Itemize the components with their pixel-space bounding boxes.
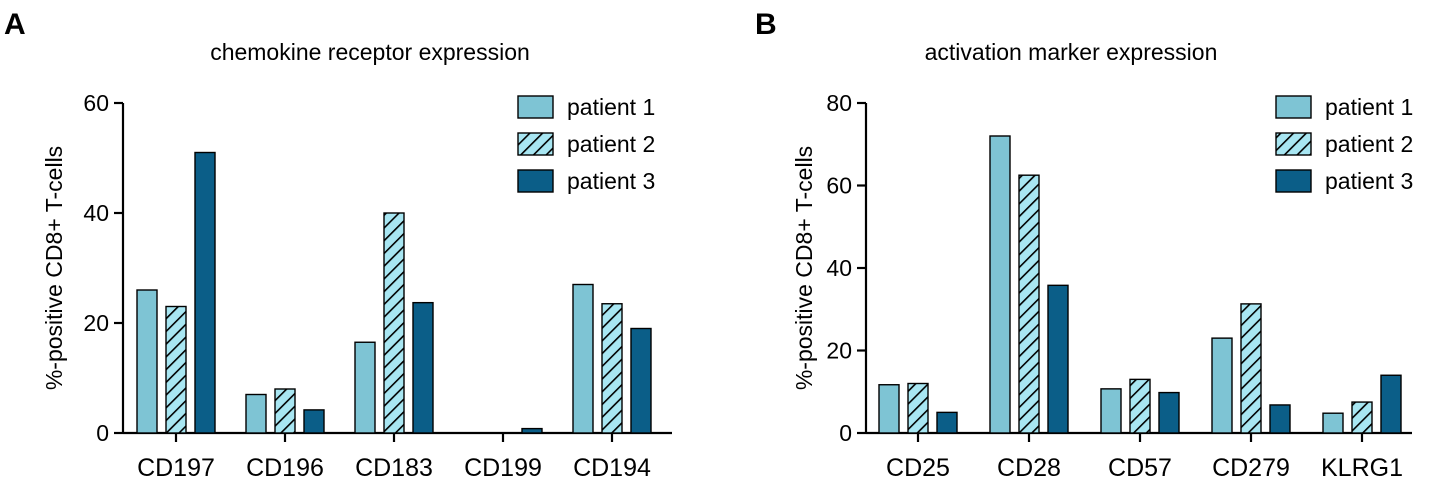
bar-cd28-patient-2 xyxy=(1018,174,1040,434)
bar-cd279-patient-3 xyxy=(1269,404,1291,434)
chart-title-a: chemokine receptor expression xyxy=(210,39,530,65)
bar-cd194-patient-1 xyxy=(572,283,594,434)
legend-swatch-patient-2 xyxy=(1275,132,1312,156)
bar-cd25-patient-1 xyxy=(878,384,900,434)
chart-panel-b: 0 20 40 60 80 CD25 CD28 CD57 CD279 KLRG1 patient 1… xyxy=(826,90,1413,482)
bar-cd197-patient-2 xyxy=(165,305,187,434)
y-tick-label: 60 xyxy=(83,90,109,116)
y-tick-label: 60 xyxy=(826,173,852,199)
bar-cd57-patient-2 xyxy=(1129,378,1151,434)
chart-title-b: activation marker expression xyxy=(925,39,1218,65)
category-label: CD57 xyxy=(1108,454,1172,482)
bar-cd28-patient-1 xyxy=(989,135,1011,434)
y-axis-title-a: %-positive CD8+ T-cells xyxy=(41,146,67,390)
bar-cd194-patient-2 xyxy=(601,303,623,434)
bar-cd196-patient-3 xyxy=(303,409,325,434)
legend-label-patient-1: patient 1 xyxy=(1325,94,1413,120)
bar-cd57-patient-3 xyxy=(1158,391,1180,434)
y-tick-label: 40 xyxy=(826,255,852,281)
category-label: KLRG1 xyxy=(1321,454,1403,482)
bar-klrg1-patient-1 xyxy=(1322,412,1344,434)
bar-cd197-patient-3 xyxy=(194,151,216,434)
chart-panel-a: 0 20 40 60 CD197 CD196 CD183 CD199 CD194 patient … xyxy=(83,90,672,482)
y-tick-label: 0 xyxy=(839,420,852,446)
legend-swatch-patient-2 xyxy=(517,132,554,156)
bar-cd199-patient-3 xyxy=(521,427,543,434)
bar-cd183-patient-2 xyxy=(383,212,405,434)
panel-letter-b: B xyxy=(755,8,777,41)
bar-klrg1-patient-2 xyxy=(1351,401,1373,434)
category-label: CD28 xyxy=(997,454,1061,482)
bar-cd279-patient-2 xyxy=(1240,303,1262,434)
bar-cd57-patient-1 xyxy=(1100,388,1122,434)
category-label: CD199 xyxy=(464,454,542,482)
y-tick-label: 20 xyxy=(826,338,852,364)
bar-cd194-patient-3 xyxy=(630,327,652,434)
category-label: CD279 xyxy=(1212,454,1290,482)
y-tick-label: 80 xyxy=(826,90,852,116)
panel-letter-a: A xyxy=(4,8,26,41)
bar-cd279-patient-1 xyxy=(1211,337,1233,434)
category-label: CD194 xyxy=(573,454,651,482)
bar-cd196-patient-1 xyxy=(245,393,267,434)
bar-cd28-patient-3 xyxy=(1047,284,1069,434)
legend-label-patient-3: patient 3 xyxy=(1325,168,1413,194)
y-tick-label: 40 xyxy=(83,200,109,226)
legend-swatch-patient-1 xyxy=(517,95,554,119)
legend-label-patient-1: patient 1 xyxy=(567,94,655,120)
bar-klrg1-patient-3 xyxy=(1380,374,1402,434)
y-axis-title-b: %-positive CD8+ T-cells xyxy=(791,146,817,390)
category-label: CD25 xyxy=(886,454,950,482)
bar-cd183-patient-3 xyxy=(412,301,434,434)
category-label: CD183 xyxy=(355,454,433,482)
legend-label-patient-2: patient 2 xyxy=(1325,131,1413,157)
legend-label-patient-3: patient 3 xyxy=(567,168,655,194)
bar-cd183-patient-1 xyxy=(354,341,376,434)
y-tick-label: 20 xyxy=(83,310,109,336)
legend-swatch-patient-3 xyxy=(1275,169,1312,193)
bar-cd25-patient-2 xyxy=(907,382,929,434)
legend-swatch-patient-3 xyxy=(517,169,554,193)
y-tick-label: 0 xyxy=(96,420,109,446)
bar-cd25-patient-3 xyxy=(936,411,958,434)
bar-cd196-patient-2 xyxy=(274,388,296,434)
bar-cd197-patient-1 xyxy=(136,289,158,434)
legend-swatch-patient-1 xyxy=(1275,95,1312,119)
category-label: CD196 xyxy=(246,454,324,482)
category-label: CD197 xyxy=(137,454,215,482)
legend-label-patient-2: patient 2 xyxy=(567,131,655,157)
